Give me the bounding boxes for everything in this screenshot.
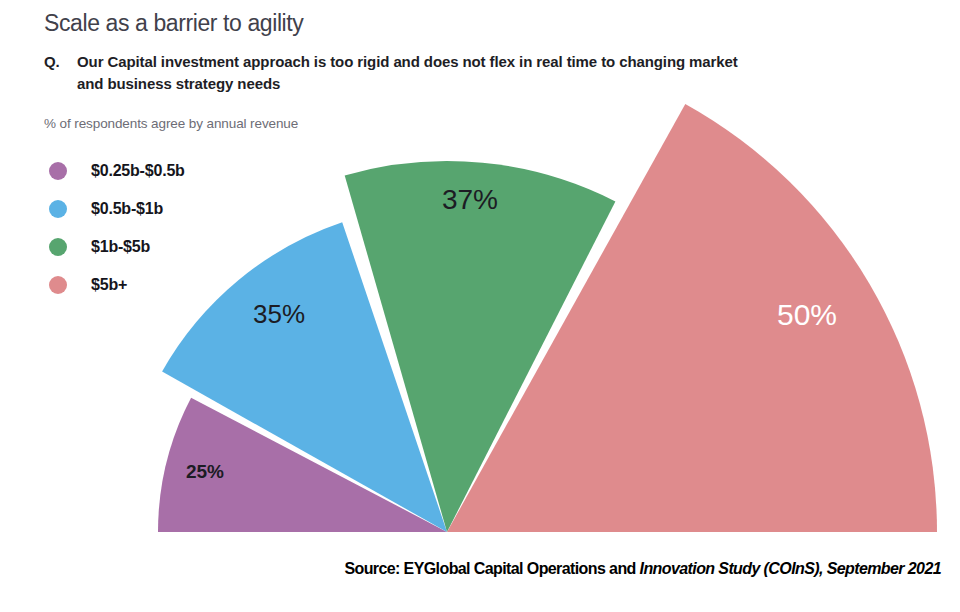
wedge-value-label: 37% <box>442 184 498 215</box>
fan-chart: 25% 35% 37% 50% <box>0 0 960 612</box>
wedge-value-label: 35% <box>253 299 305 329</box>
source-text-italic: Innovation Study (COInS), September 2021 <box>640 560 941 577</box>
source-text: Source: EYGlobal Capital Operations and <box>344 560 639 577</box>
wedge-value-label: 50% <box>777 298 837 331</box>
wedge-value-label: 25% <box>186 461 224 482</box>
source-note: Source: EYGlobal Capital Operations and … <box>344 560 941 578</box>
